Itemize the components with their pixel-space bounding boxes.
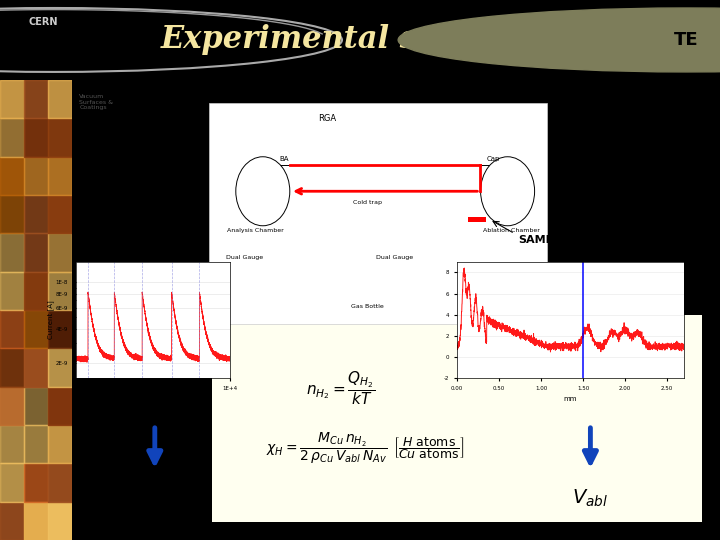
Text: Pressure increase
recorded by RGA: Pressure increase recorded by RGA	[85, 213, 189, 241]
Bar	[48, 272, 72, 310]
Ellipse shape	[236, 157, 289, 226]
Y-axis label: Current [A]: Current [A]	[48, 301, 54, 339]
Bar	[24, 118, 48, 157]
Text: Cap: Cap	[487, 156, 500, 162]
Text: $\left[\dfrac{H\ \mathrm{atoms}}{Cu\ \mathrm{atoms}}\right]$: $\left[\dfrac{H\ \mathrm{atoms}}{Cu\ \ma…	[393, 435, 464, 461]
Bar	[0, 195, 24, 233]
Bar	[24, 195, 48, 233]
Bar	[24, 463, 48, 502]
Bar	[24, 387, 48, 425]
Bar	[0, 118, 24, 157]
Bar	[48, 80, 72, 118]
Text: TE: TE	[674, 31, 698, 49]
Text: $Q_{H_2}$: $Q_{H_2}$	[138, 487, 171, 510]
Bar	[24, 80, 48, 118]
Text: BA: BA	[279, 156, 289, 162]
Bar	[48, 425, 72, 463]
Text: Dual Gauge: Dual Gauge	[377, 255, 413, 260]
Bar	[24, 272, 48, 310]
Bar	[48, 195, 72, 233]
Text: $V_{abl}$: $V_{abl}$	[572, 488, 608, 509]
Bar	[48, 310, 72, 348]
Bar	[0, 502, 24, 540]
Text: Gas Bottle: Gas Bottle	[351, 303, 384, 308]
Text: CERN: CERN	[29, 17, 58, 28]
Text: SAMPLES: SAMPLES	[518, 235, 577, 245]
Text: TE-VSC: TE-VSC	[340, 526, 380, 537]
Bar	[0, 157, 24, 195]
Bar	[24, 425, 48, 463]
Bar	[24, 157, 48, 195]
Text: Analysis Chamber: Analysis Chamber	[228, 228, 284, 233]
Bar	[0, 463, 24, 502]
FancyBboxPatch shape	[209, 103, 547, 324]
FancyBboxPatch shape	[212, 315, 702, 522]
Text: Vacuum
Surfaces &
Coatings: Vacuum Surfaces & Coatings	[79, 94, 113, 110]
Bar	[48, 387, 72, 425]
Bar	[0, 387, 24, 425]
Bar	[0, 348, 24, 387]
Bar	[48, 233, 72, 272]
Text: Cold trap: Cold trap	[354, 200, 382, 205]
Text: Experimental sequence: Experimental sequence	[161, 24, 559, 56]
Text: Ablation Chamber: Ablation Chamber	[483, 228, 539, 233]
Bar	[24, 502, 48, 540]
Text: RGA: RGA	[318, 114, 336, 123]
Circle shape	[398, 8, 720, 72]
Bar	[48, 463, 72, 502]
Text: Crater profile
(after ablation): Crater profile (after ablation)	[600, 227, 689, 255]
X-axis label: t [s]: t [s]	[146, 396, 160, 403]
X-axis label: mm: mm	[564, 396, 577, 402]
Bar	[24, 310, 48, 348]
Text: $n_{H_2} = \dfrac{Q_{H_2}}{kT}$: $n_{H_2} = \dfrac{Q_{H_2}}{kT}$	[306, 370, 376, 407]
Bar	[24, 233, 48, 272]
Bar	[0, 80, 24, 118]
Bar	[48, 348, 72, 387]
Bar	[0, 233, 24, 272]
Bar	[24, 348, 48, 387]
Bar	[0, 310, 24, 348]
Bar	[0, 425, 24, 463]
Text: Dual Gauge: Dual Gauge	[226, 255, 264, 260]
Ellipse shape	[481, 157, 534, 226]
Text: $\chi_H = \dfrac{M_{Cu}\, n_{H_2}}{2\,\rho_{Cu}\, V_{abl}\, N_{Av}}$: $\chi_H = \dfrac{M_{Cu}\, n_{H_2}}{2\,\r…	[266, 430, 387, 465]
Bar	[48, 157, 72, 195]
Text: 6: 6	[695, 526, 702, 537]
Bar	[0, 272, 24, 310]
Bar	[468, 217, 486, 222]
Bar	[48, 118, 72, 157]
Bar	[48, 502, 72, 540]
